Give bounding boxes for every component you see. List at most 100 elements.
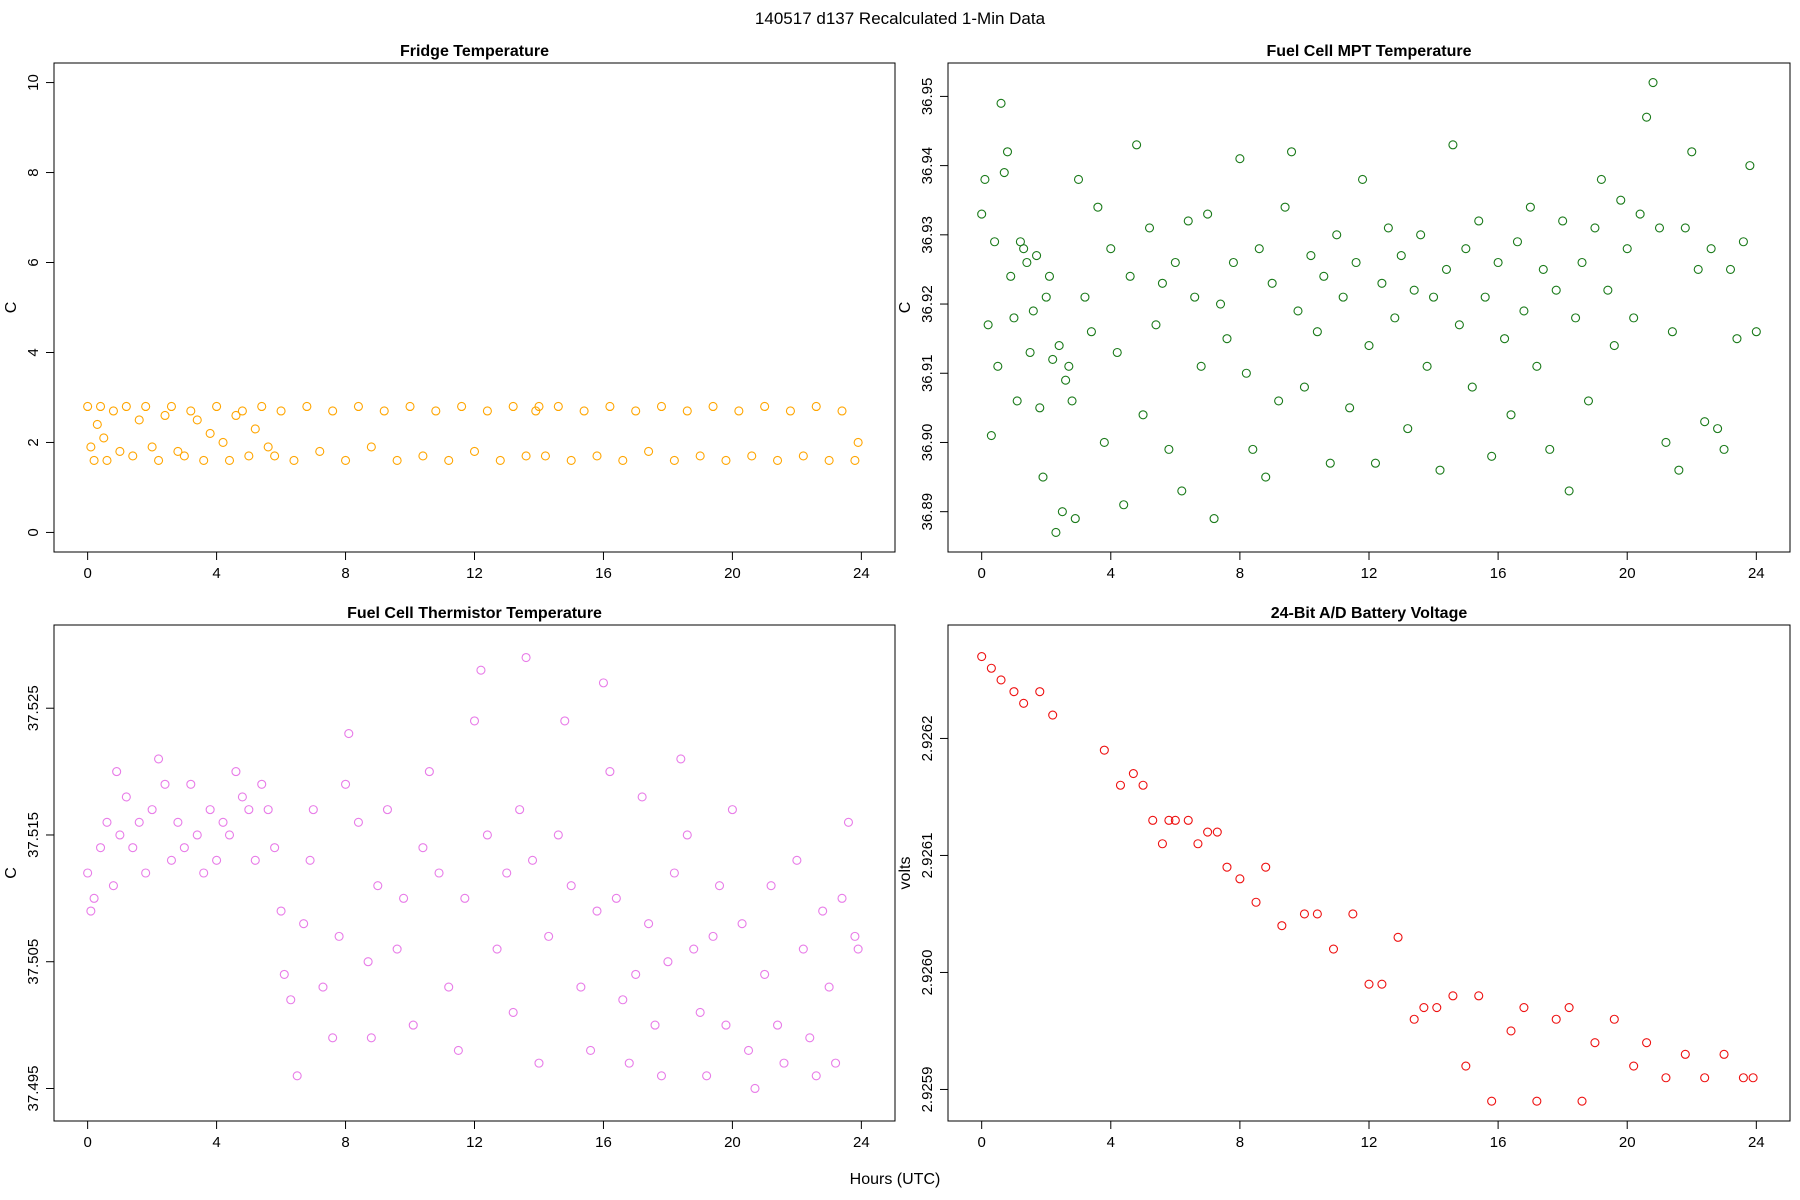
data-point [1493,257,1503,268]
data-point [527,855,538,865]
data-point [353,401,363,412]
data-point [444,982,454,992]
data-point [399,893,409,903]
x-tick-label: 4 [1107,565,1115,582]
data-point [760,969,770,979]
y-tick-label: 37.495 [25,1066,42,1112]
data-point [270,843,280,853]
data-point [682,406,692,416]
data-point [89,455,99,466]
data-point [218,437,228,448]
data-point [173,446,183,457]
data-point [727,805,737,815]
data-point [212,855,222,865]
data-point [334,931,344,941]
data-point [95,843,106,853]
data-point [682,830,692,840]
data-point [586,1045,596,1056]
data-point [1070,514,1080,524]
data-point [1674,465,1684,475]
x-tick-label: 0 [83,565,91,582]
data-point [1002,147,1013,157]
data-point [1099,437,1109,448]
data-point [1648,78,1658,88]
data-point [305,855,315,865]
data-point [637,792,647,802]
data-point [83,401,93,412]
data-point [147,442,157,452]
data-point [476,665,486,675]
plot-frame [947,62,1791,553]
data-point [785,406,795,416]
data-point [798,944,808,954]
data-point [1067,396,1077,406]
data-point [250,424,260,434]
data-point [1054,341,1064,351]
y-tick-label: 37.515 [25,812,42,858]
data-point [89,893,99,903]
data-point [544,931,554,941]
panel-title: Fuel Cell MPT Temperature [1266,43,1471,60]
data-point [1622,244,1632,254]
data-point [850,455,860,466]
data-point [1748,1073,1758,1083]
panel-2: Fuel Cell MPT Temperature 0 4 8 12 16 20 24 36.8… [897,43,1791,582]
data-point [263,442,273,452]
data-point [644,446,654,457]
data-point [689,944,699,954]
data-point [1177,486,1187,496]
y-tick-label: 2.9262 [919,715,936,761]
data-point [540,451,550,461]
data-point [212,401,222,412]
data-point [1500,334,1510,344]
data-point [1193,839,1203,849]
data-point [1390,313,1400,323]
data-point [1164,444,1174,454]
data-point [108,881,118,891]
data-point [1687,147,1697,157]
data-point [1532,361,1542,371]
x-tick-label: 24 [853,565,870,582]
data-point [276,406,286,416]
y-tick-label: 2.9260 [919,950,936,996]
data-point [824,455,834,466]
data-point [1616,195,1626,205]
data-point [618,995,628,1005]
data-point [128,843,138,853]
data-point [618,455,628,466]
x-tick-label: 8 [341,1134,349,1151]
x-tick-label: 12 [466,565,483,582]
x-tick-label: 20 [1619,565,1636,582]
data-point [1164,815,1174,825]
data-point [990,237,1000,247]
data-point [1286,147,1297,157]
y-axis-label: C [3,867,20,879]
data-point [315,446,325,457]
data-point [1680,223,1690,233]
plot-frame [53,624,896,1122]
data-point [166,401,177,412]
data-point [631,969,641,979]
data-point [650,1020,660,1030]
data-point [95,401,106,412]
data-point [805,1033,815,1043]
data-point [1170,815,1180,825]
data-point [843,817,854,827]
data-point [115,830,125,840]
x-tick-label: 4 [1107,1134,1115,1151]
y-axis-label: C [3,302,20,314]
x-tick-label: 8 [341,565,349,582]
data-point [721,1020,731,1030]
data-point [453,1045,463,1056]
data-point [160,410,170,421]
data-point [1519,1003,1529,1013]
data-point [224,455,235,466]
data-point [318,982,328,992]
data-point [379,406,389,416]
data-point [566,455,576,466]
data-point [353,817,363,827]
data-point [1215,299,1226,309]
x-tick-label: 20 [724,565,741,582]
